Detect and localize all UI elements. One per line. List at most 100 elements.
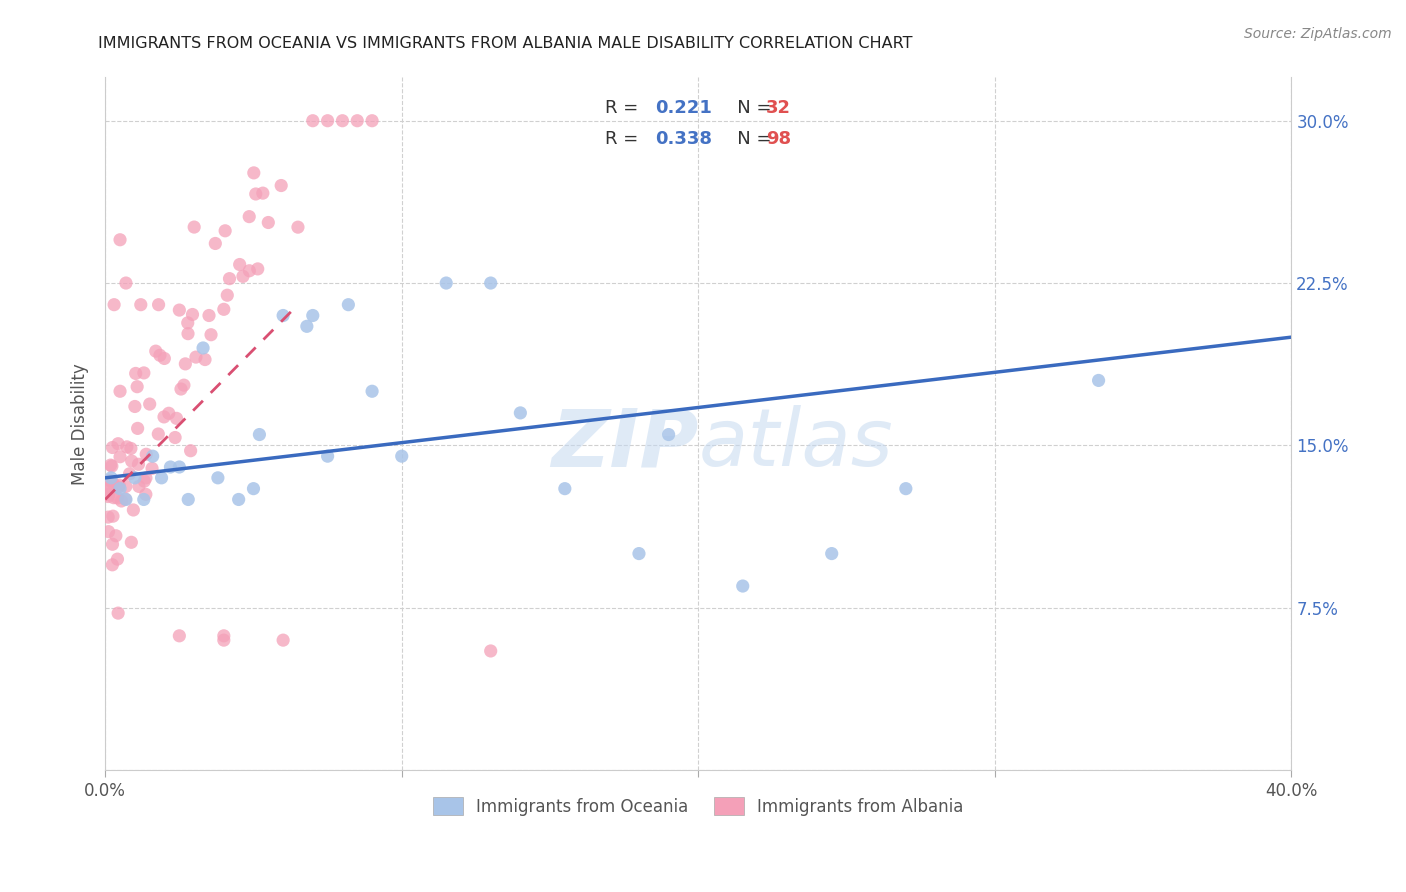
Point: [159, 460, 181, 475]
Point: [120, 442, 142, 456]
Point: [150, 471, 173, 485]
Point: [218, 271, 240, 285]
Point: [194, 352, 217, 367]
Point: [287, 220, 309, 235]
Point: [249, 427, 271, 442]
Point: [107, 606, 129, 620]
Point: [115, 492, 138, 507]
Point: [118, 467, 141, 481]
Point: [183, 220, 205, 235]
Text: 32: 32: [766, 99, 792, 117]
Point: [108, 384, 131, 399]
Point: [391, 449, 413, 463]
Point: [135, 471, 157, 485]
Point: [200, 327, 222, 342]
Point: [479, 644, 502, 658]
Point: [108, 478, 131, 492]
Point: [97, 488, 120, 502]
Point: [242, 482, 264, 496]
Point: [434, 276, 457, 290]
Point: [361, 113, 384, 128]
Text: 0.338: 0.338: [655, 130, 713, 148]
Point: [245, 186, 267, 201]
Point: [191, 341, 214, 355]
Point: [120, 535, 142, 549]
Point: [177, 316, 200, 330]
Point: [153, 351, 176, 366]
Point: [127, 380, 149, 394]
Point: [173, 378, 195, 392]
Point: [731, 579, 754, 593]
Point: [238, 210, 260, 224]
Point: [148, 298, 170, 312]
Point: [1087, 373, 1109, 387]
Point: [180, 443, 202, 458]
Point: [184, 350, 207, 364]
Point: [479, 276, 502, 290]
Point: [177, 326, 200, 341]
Text: ZIP: ZIP: [551, 406, 699, 483]
Point: [127, 421, 149, 435]
Point: [132, 492, 155, 507]
Point: [346, 113, 368, 128]
Point: [165, 430, 187, 444]
Point: [103, 298, 125, 312]
Point: [108, 233, 131, 247]
Point: [212, 633, 235, 648]
Point: [107, 491, 129, 505]
Point: [238, 264, 260, 278]
Point: [301, 113, 323, 128]
Point: [170, 382, 193, 396]
Point: [129, 298, 152, 312]
Point: [103, 491, 125, 505]
Point: [104, 529, 127, 543]
Text: N =: N =: [720, 130, 778, 148]
Point: [509, 406, 531, 420]
Point: [627, 547, 650, 561]
Point: [257, 215, 280, 229]
Point: [217, 288, 239, 302]
Point: [110, 494, 132, 508]
Point: [295, 319, 318, 334]
Point: [148, 427, 170, 442]
Point: [124, 471, 146, 485]
Point: [316, 113, 339, 128]
Point: [115, 276, 138, 290]
Point: [157, 406, 180, 420]
Point: [252, 186, 274, 201]
Point: [301, 309, 323, 323]
Point: [107, 480, 129, 494]
Point: [181, 308, 204, 322]
Point: [107, 552, 129, 566]
Point: [207, 471, 229, 485]
Point: [115, 440, 138, 454]
Point: [228, 492, 250, 507]
Point: [243, 166, 266, 180]
Point: [212, 629, 235, 643]
Point: [108, 450, 131, 464]
Point: [228, 258, 250, 272]
Point: [101, 459, 124, 474]
Point: [142, 449, 165, 463]
Text: R =: R =: [605, 130, 644, 148]
Point: [204, 236, 226, 251]
Point: [101, 476, 124, 491]
Point: [166, 411, 188, 425]
Point: [101, 558, 124, 572]
Text: Source: ZipAtlas.com: Source: ZipAtlas.com: [1244, 27, 1392, 41]
Point: [232, 269, 254, 284]
Point: [361, 384, 384, 399]
Point: [108, 482, 131, 496]
Point: [115, 479, 138, 493]
Point: [145, 344, 167, 359]
Point: [894, 482, 917, 496]
Point: [100, 458, 122, 472]
Point: [169, 460, 191, 475]
Point: [100, 471, 122, 485]
Point: [141, 461, 163, 475]
Point: [821, 547, 844, 561]
Y-axis label: Male Disability: Male Disability: [72, 363, 89, 484]
Text: atlas: atlas: [699, 406, 893, 483]
Point: [658, 427, 681, 442]
Point: [101, 509, 124, 524]
